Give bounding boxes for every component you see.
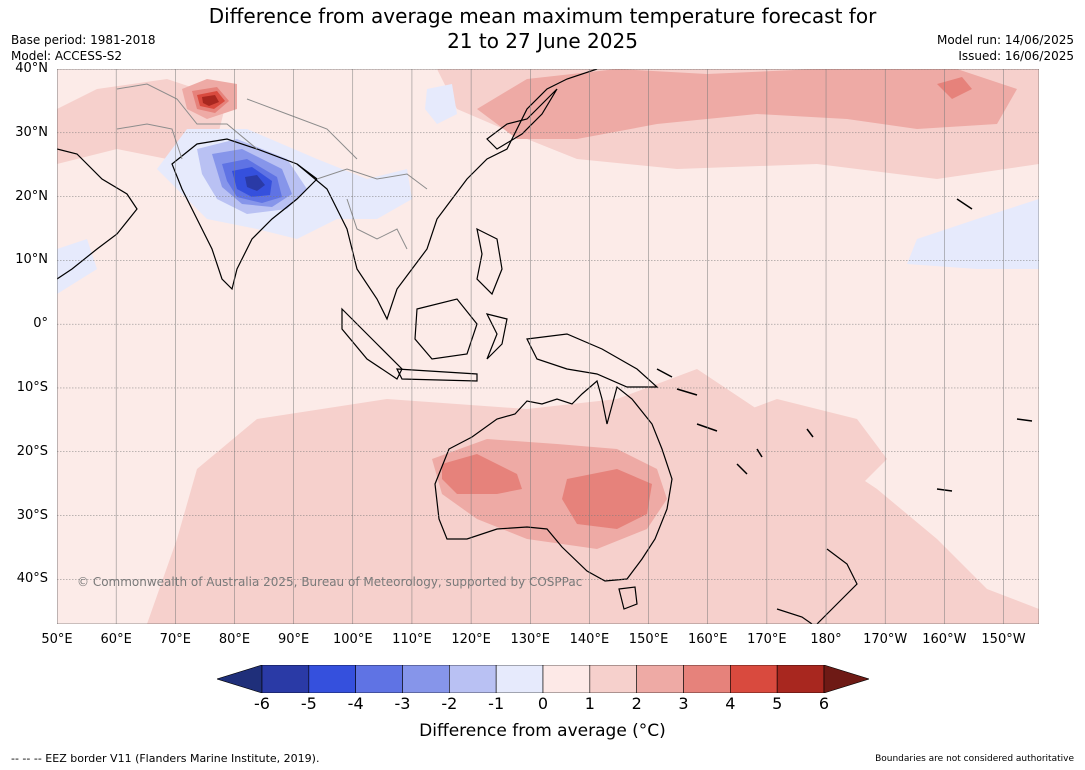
coastline-java	[395, 368, 478, 382]
border-asia-4	[346, 198, 408, 250]
longitude-label: 150°W	[981, 632, 1026, 647]
longitude-label: 110°E	[392, 632, 432, 647]
anomaly-band-3to4-north-pacific	[937, 77, 972, 99]
colorbar-tick-label: -6	[254, 694, 270, 713]
anomaly-band-neg1to0-pacific	[907, 199, 1039, 269]
colorbar-tick-label: 1	[584, 694, 595, 713]
coastline-philippines	[476, 227, 503, 296]
pacific-islands	[656, 198, 1033, 492]
anomaly-band-2to3-north-pacific	[477, 69, 1017, 139]
colorbar-segment	[261, 665, 310, 693]
anomaly-band-3to4-australia-east	[562, 469, 652, 529]
anomaly-band-3to4-australia-west	[442, 454, 522, 494]
longitude-label: 180°	[810, 632, 842, 647]
coastline-tasmania	[618, 586, 638, 610]
coastline-india	[171, 138, 318, 291]
border-asia-2	[116, 123, 183, 160]
title-line-2: 21 to 27 June 2025	[447, 29, 638, 53]
longitude-label: 120°E	[451, 632, 491, 647]
colorbar-tick-label: 3	[678, 694, 689, 713]
border-asia-5	[246, 98, 358, 160]
colorbar-segment	[589, 665, 637, 693]
colorbar-segment	[683, 665, 731, 693]
map-gridlines	[57, 69, 1039, 624]
longitude-label: 130°E	[510, 632, 551, 647]
longitude-label: 160°W	[922, 632, 967, 647]
longitude-label: 150°E	[628, 632, 669, 647]
latitude-label: 30°N	[15, 124, 48, 140]
colorbar-tick-label: 6	[818, 694, 830, 713]
latitude-label: 10°N	[15, 252, 48, 268]
coastline-sumatra	[341, 307, 403, 380]
colorbar	[217, 665, 869, 693]
colorbar-tick-label: 5	[772, 694, 783, 713]
latitude-label: 40°N	[15, 61, 48, 76]
colorbar-segment	[308, 665, 356, 693]
colorbar-segment	[636, 665, 684, 693]
colorbar-tick-label: 0	[537, 694, 549, 713]
colorbar-tick-label: -5	[300, 694, 317, 713]
colorbar-under-triangle	[217, 665, 263, 693]
colorbar-segment	[402, 665, 450, 693]
meta-left: Base period: 1981-2018 Model: ACCESS-S2	[11, 32, 156, 64]
boundary-note: Boundaries are not considered authoritat…	[875, 754, 1074, 764]
colorbar-tick-label: -3	[394, 694, 411, 713]
longitude-label: 160°E	[687, 632, 728, 647]
eez-note: -- -- -- EEZ border V11 (Flanders Marine…	[11, 752, 320, 765]
border-asia-3	[316, 168, 428, 190]
colorbar-segment	[730, 665, 778, 693]
longitude-label: 100°E	[333, 632, 373, 647]
meta-right: Model run: 14/06/2025 Issued: 16/06/2025	[937, 32, 1074, 64]
latitude-label: 40°S	[16, 571, 48, 587]
coastline-new-guinea	[526, 333, 659, 388]
colorbar-segment	[355, 665, 403, 693]
model-run: Model run: 14/06/2025	[936, 33, 1074, 47]
longitude-label: 70°E	[159, 632, 191, 647]
border-asia-1	[116, 83, 258, 150]
model-name: Model: ACCESS-S2	[11, 49, 123, 63]
longitude-label: 80°E	[218, 632, 251, 647]
colorbar-segment	[776, 665, 825, 693]
longitude-label: 60°E	[100, 632, 132, 647]
colorbar-over-triangle	[823, 665, 869, 693]
longitude-label: 170°E	[747, 632, 787, 647]
copyright-notice: © Commonwealth of Australia 2025, Bureau…	[77, 575, 583, 589]
forecast-map	[57, 69, 1039, 624]
colorbar-title: Difference from average (°C)	[419, 721, 666, 741]
issued-date: Issued: 16/06/2025	[958, 49, 1074, 63]
latitude-label: 20°N	[15, 188, 48, 204]
coastline-arabia	[57, 148, 138, 280]
longitude-label: 90°E	[277, 632, 310, 647]
coastline-japan	[486, 88, 558, 150]
anomaly-band-neg6to5-india	[245, 175, 265, 191]
coastline-new-zealand	[776, 548, 858, 624]
base-period: Base period: 1981-2018	[11, 33, 156, 47]
latitude-label: 20°S	[16, 443, 48, 459]
latitude-label: 30°S	[16, 507, 48, 523]
colorbar-tick-label: -2	[441, 694, 458, 713]
longitude-label: 170°W	[863, 632, 908, 647]
latitude-label: 10°S	[16, 379, 48, 395]
country-borders	[116, 83, 428, 250]
colorbar-tick-label: 4	[725, 694, 736, 713]
longitude-label: 140°E	[569, 632, 610, 647]
colorbar-tick-label: 2	[631, 694, 642, 713]
colorbar-tick-label: -4	[347, 694, 364, 713]
anomaly-band-1to2-south-pacific	[697, 399, 887, 489]
colorbar-segment	[449, 665, 497, 693]
map-title: Difference from average mean maximum tem…	[0, 4, 1085, 54]
anomaly-band-5to6-hotspot	[202, 95, 219, 106]
anomaly-contours	[57, 69, 1039, 624]
anomaly-band-neg1to0-arabia	[57, 239, 97, 294]
longitude-label: 50°E	[41, 632, 73, 647]
anomaly-band-neg1to0-japan-sea	[425, 84, 457, 124]
latitude-label: 0°	[33, 316, 48, 332]
coastline-se-asia	[296, 69, 598, 321]
coastline-sulawesi	[485, 313, 508, 360]
colorbar-segment	[495, 665, 544, 693]
coastline-borneo	[414, 298, 478, 360]
colorbar-tick-label: -1	[488, 694, 505, 713]
colorbar-segment	[542, 665, 591, 693]
title-line-1: Difference from average mean maximum tem…	[208, 4, 877, 28]
